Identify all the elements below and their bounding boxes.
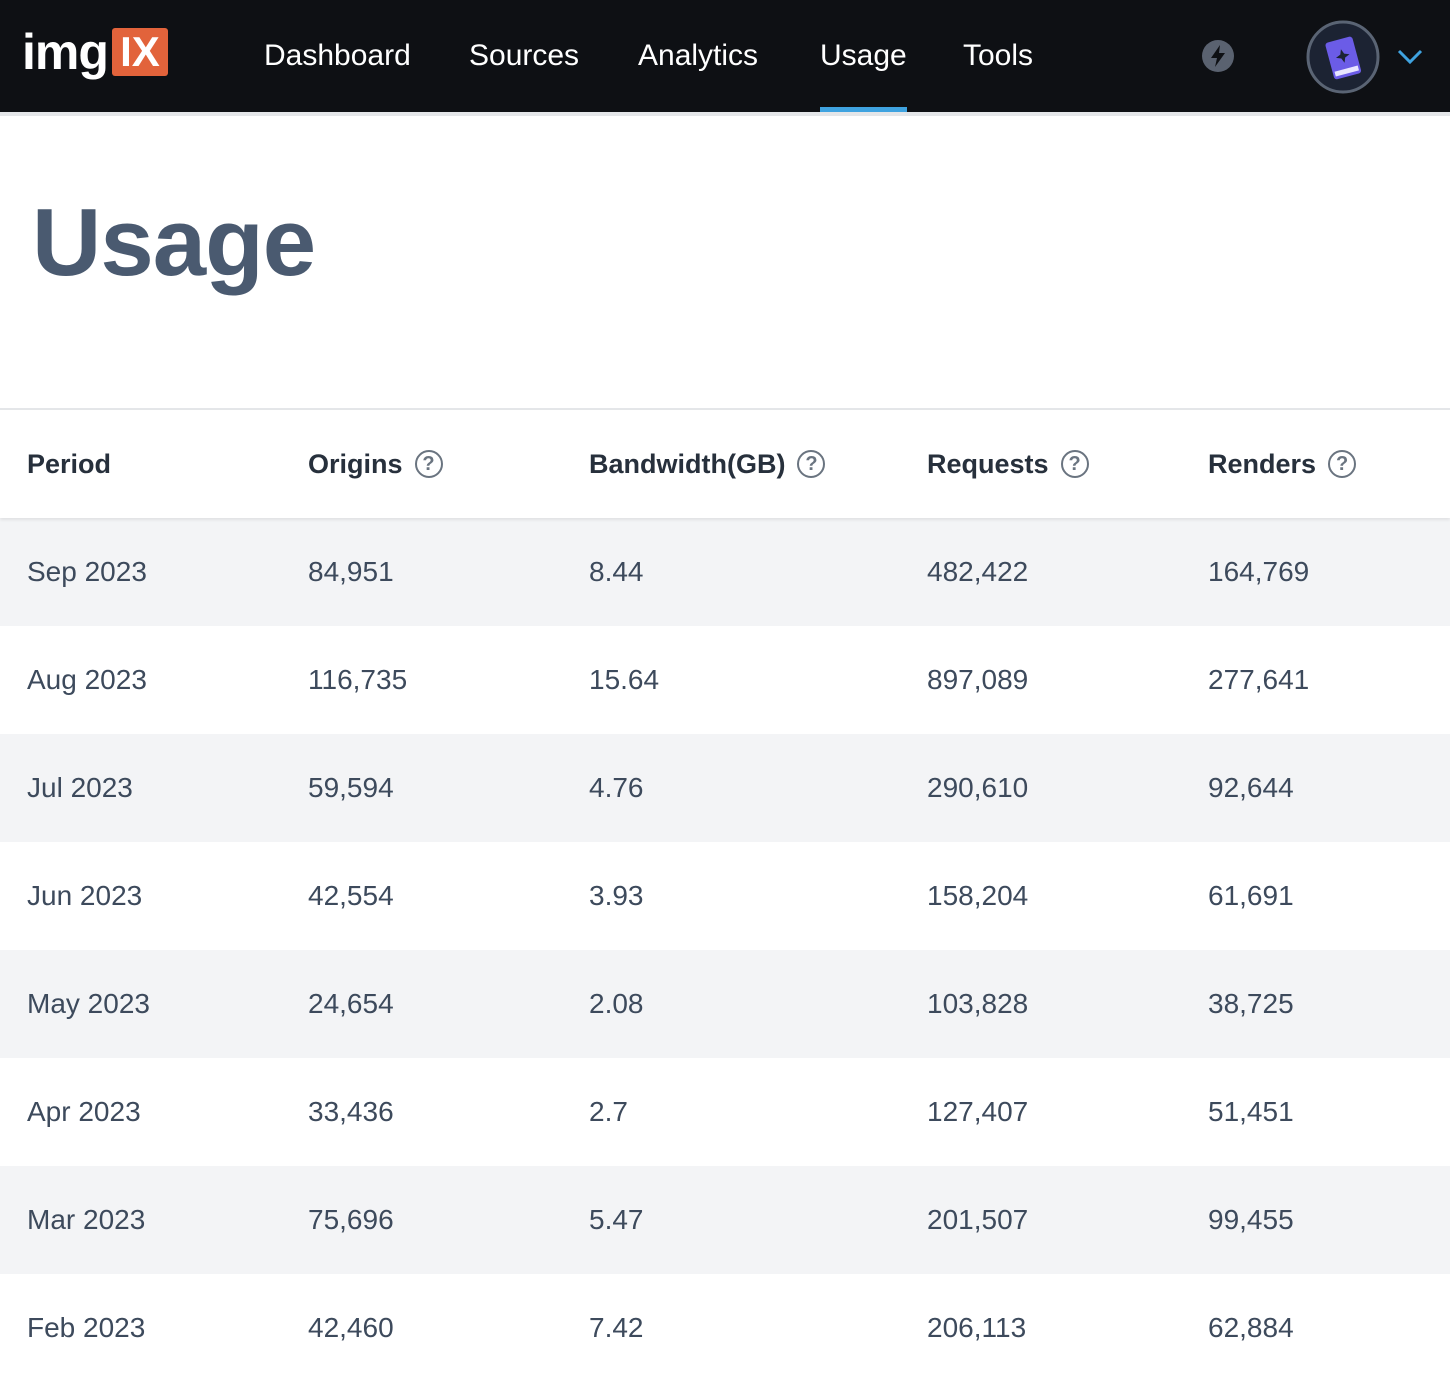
table-cell: 290,610 (927, 772, 1029, 803)
table-cell: 99,455 (1208, 1204, 1294, 1235)
table-cell: May 2023 (27, 988, 150, 1019)
table-row: Sep 2023 84,951 8.44 482,422 164,769 (0, 518, 1450, 626)
column-label: Origins (308, 448, 403, 479)
help-icon[interactable]: ? (1060, 450, 1089, 478)
menu-chevron[interactable] (1396, 44, 1424, 68)
table-cell: Feb 2023 (27, 1312, 146, 1343)
table-row: Jun 2023 42,554 3.93 158,204 61,691 (0, 842, 1450, 950)
table-cell: 5.47 (589, 1204, 644, 1235)
column-header: Period (27, 410, 111, 518)
table-cell: 201,507 (927, 1204, 1029, 1235)
table-cell: 164,769 (1208, 556, 1310, 587)
help-icon[interactable]: ? (414, 450, 443, 478)
column-header: Requests? (927, 410, 1089, 518)
table-cell: 158,204 (927, 880, 1029, 911)
table-cell: 38,725 (1208, 988, 1294, 1019)
table-cell: 8.44 (589, 556, 644, 587)
table-cell: 103,828 (927, 988, 1029, 1019)
table-cell: 75,696 (308, 1204, 394, 1235)
table-cell: 116,735 (308, 664, 408, 695)
table-row: Apr 2023 33,436 2.7 127,407 51,451 (0, 1058, 1450, 1166)
column-header: Renders? (1208, 410, 1357, 518)
logo-badge: IX (111, 28, 168, 76)
status-icon[interactable] (1200, 38, 1236, 74)
table-cell: 897,089 (927, 664, 1029, 695)
help-icon[interactable]: ? (1328, 450, 1357, 478)
column-label: Period (27, 448, 112, 479)
help-icon[interactable]: ? (797, 450, 826, 478)
table-cell: 62,884 (1208, 1312, 1294, 1343)
table-cell: 482,422 (927, 556, 1029, 587)
nav-link[interactable]: Tools (963, 39, 1034, 72)
header-row: Period Origins? Bandwidth(GB)? Requests?… (0, 410, 1450, 518)
column-label: Requests (927, 448, 1049, 479)
table-cell: 61,691 (1208, 880, 1294, 911)
page-title: Usage (32, 189, 316, 296)
table-cell: 2.08 (589, 988, 644, 1019)
table-cell: 15.64 (589, 664, 660, 695)
table-cell: 4.76 (589, 772, 644, 803)
table-cell: Mar 2023 (27, 1204, 146, 1235)
table-cell: 92,644 (1208, 772, 1294, 803)
table-cell: Aug 2023 (27, 664, 147, 695)
table-row: Jul 2023 59,594 4.76 290,610 92,644 (0, 734, 1450, 842)
column-label: Bandwidth(GB) (589, 448, 786, 479)
table-cell: 277,641 (1208, 664, 1310, 695)
table-cell: 59,594 (308, 772, 394, 803)
table-cell: Jul 2023 (27, 772, 133, 803)
nav-link[interactable]: Dashboard (264, 39, 411, 72)
table-cell: 42,460 (308, 1312, 394, 1343)
table-row: Mar 2023 75,696 5.47 201,507 99,455 (0, 1166, 1450, 1274)
logo[interactable]: img IX (22, 22, 168, 82)
top-nav: img IX Dashboard Sources Analytics Usage Too… (0, 0, 1450, 116)
table-cell: 127,407 (927, 1096, 1029, 1127)
table-cell: 7.42 (589, 1312, 644, 1343)
table-row: Aug 2023 116,735 15.64 897,089 277,641 (0, 626, 1450, 734)
table-cell: 24,654 (308, 988, 394, 1019)
table-cell: Sep 2023 (27, 556, 147, 587)
avatar[interactable] (1305, 19, 1381, 95)
table-cell: 33,436 (308, 1096, 394, 1127)
nav-link[interactable]: Usage (820, 36, 907, 112)
table-cell: 42,554 (308, 880, 394, 911)
logo-text: img (22, 24, 109, 80)
column-label: Renders (1208, 448, 1317, 479)
column-header: Bandwidth(GB)? (589, 410, 826, 518)
usage-table: Period Origins? Bandwidth(GB)? Requests?… (0, 408, 1450, 1382)
table-cell: Jun 2023 (27, 880, 143, 911)
table-cell: 2.7 (589, 1096, 628, 1127)
table-cell: Apr 2023 (27, 1096, 141, 1127)
table-cell: 3.93 (589, 880, 644, 911)
table-row: May 2023 24,654 2.08 103,828 38,725 (0, 950, 1450, 1058)
table-cell: 51,451 (1208, 1096, 1294, 1127)
table-cell: 84,951 (308, 556, 394, 587)
table-row: Feb 2023 42,460 7.42 206,113 62,884 (0, 1274, 1450, 1382)
nav-link[interactable]: Analytics (638, 39, 759, 72)
column-header: Origins? (308, 410, 443, 518)
table-cell: 206,113 (927, 1312, 1027, 1343)
nav-link[interactable]: Sources (469, 39, 580, 72)
